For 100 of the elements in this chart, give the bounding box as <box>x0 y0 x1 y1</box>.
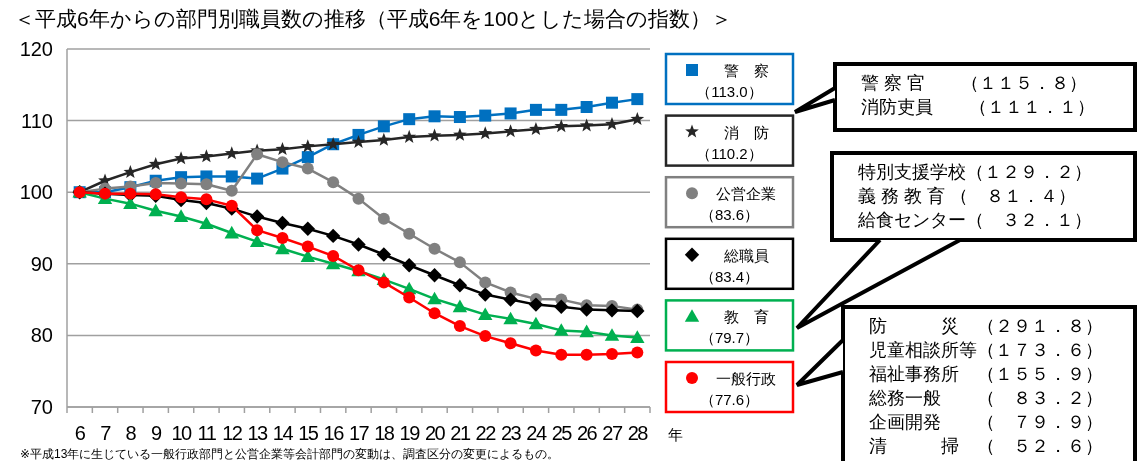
y-tick-label: 80 <box>30 324 53 347</box>
x-tick-label: 23 <box>500 422 522 444</box>
text: （110.2） <box>696 144 763 162</box>
x-tick-label: 7 <box>100 422 112 444</box>
point <box>301 240 314 253</box>
point <box>225 199 238 212</box>
point <box>224 146 239 160</box>
text: 児童相談所等（１７３．６） <box>869 340 1103 360</box>
point <box>148 203 163 217</box>
point <box>453 256 466 269</box>
point <box>579 324 594 338</box>
point <box>275 142 290 156</box>
point <box>630 111 645 125</box>
point <box>479 109 492 122</box>
point <box>174 151 188 165</box>
point <box>554 299 569 314</box>
point <box>478 126 493 140</box>
point <box>479 330 492 343</box>
point <box>251 224 264 237</box>
point <box>175 191 188 204</box>
point <box>528 297 544 312</box>
x-tick-label: 13 <box>247 422 269 444</box>
point <box>276 156 289 169</box>
point <box>554 119 569 133</box>
y-tick-label: 110 <box>21 109 53 132</box>
text: 総務一般 （ ８３．２） <box>868 388 1103 408</box>
text: 福祉事務所 （１５５．９） <box>869 364 1103 384</box>
point <box>199 216 214 230</box>
chart-title: ＜平成6年からの部門別職員数の推移（平成6年を100とした場合の指数）＞ <box>14 7 733 30</box>
point <box>529 121 543 136</box>
y-tick-label: 70 <box>30 396 53 418</box>
legend-label: 警 察 <box>723 62 769 79</box>
point <box>199 149 214 163</box>
point <box>604 328 620 341</box>
x-tick-label: 12 <box>222 422 243 444</box>
legend-label: 公営企業 <box>716 185 776 203</box>
x-tick-label: 10 <box>171 422 193 444</box>
point <box>224 225 239 239</box>
point <box>403 291 416 304</box>
point <box>377 120 390 133</box>
point <box>327 249 340 262</box>
text: 給食センター（ ３２．１） <box>857 210 1092 230</box>
point <box>351 237 366 252</box>
point <box>528 316 544 330</box>
x-tick-label: 21 <box>450 422 471 444</box>
x-tick-label: 18 <box>374 422 395 444</box>
text: （79.7） <box>699 329 760 347</box>
point <box>631 93 644 106</box>
point <box>276 232 289 245</box>
point <box>503 311 518 325</box>
x-tick-label: 25 <box>551 422 573 444</box>
point <box>377 212 390 225</box>
point <box>249 209 265 224</box>
point <box>452 278 468 293</box>
x-tick-label: 9 <box>150 422 162 444</box>
point <box>579 302 594 317</box>
point <box>555 348 568 361</box>
text: 特別支援学校（１２９．２） <box>858 162 1092 182</box>
point <box>529 103 542 116</box>
text: （83.4） <box>699 267 760 285</box>
point <box>503 124 518 138</box>
y-tick-label: 100 <box>19 181 53 204</box>
x-tick-label: 15 <box>298 422 319 444</box>
point <box>251 148 264 161</box>
point <box>225 184 238 197</box>
text: 消防吏員 （１１１．１） <box>861 97 1095 117</box>
x-tick-label: 22 <box>475 422 497 444</box>
point <box>251 172 264 185</box>
point <box>275 215 290 231</box>
legend-label: 消 防 <box>723 123 769 141</box>
x-tick-label: 28 <box>627 422 649 444</box>
legend-label: 一般行政 <box>716 370 776 387</box>
point <box>503 292 518 307</box>
point <box>173 209 189 222</box>
point <box>225 170 238 183</box>
point <box>200 193 213 206</box>
point <box>478 307 493 321</box>
point <box>580 101 593 113</box>
point <box>352 192 365 205</box>
x-tick-label: 11 <box>197 422 217 444</box>
point <box>325 228 341 244</box>
legend-label: 教 育 <box>723 308 769 326</box>
x-tick-label: 24 <box>526 422 547 444</box>
point <box>453 127 467 141</box>
point <box>428 307 441 320</box>
point <box>504 337 517 350</box>
point <box>478 287 493 302</box>
point <box>555 103 568 116</box>
x-tick-label: 20 <box>424 422 446 444</box>
x-tick-label: 27 <box>602 422 623 444</box>
point <box>402 129 417 143</box>
point <box>452 299 468 313</box>
point <box>428 110 441 123</box>
point <box>427 291 442 305</box>
text: 防 災 （２９１．８） <box>869 316 1103 336</box>
text: 清 掃 （ ５２．６） <box>869 436 1103 456</box>
x-tick-label: 16 <box>323 422 345 444</box>
text: （77.6） <box>699 391 760 408</box>
point <box>402 258 417 273</box>
text: （113.0） <box>696 83 763 100</box>
